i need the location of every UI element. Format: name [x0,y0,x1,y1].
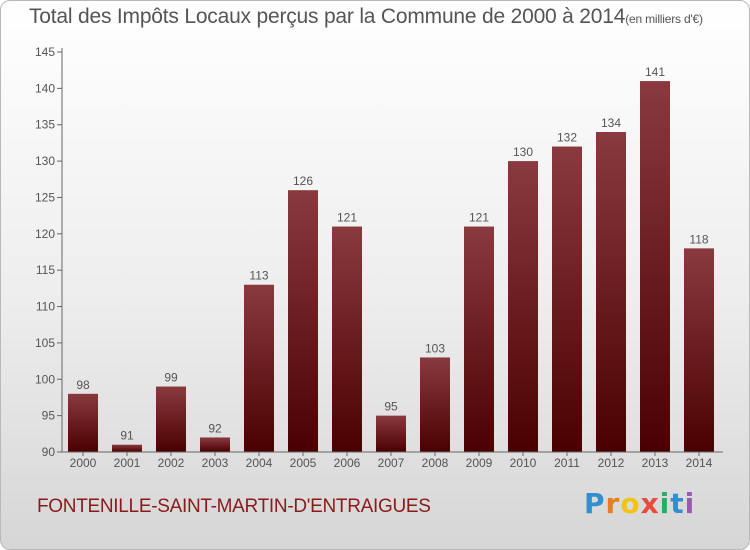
bar [684,248,714,452]
x-axis: 2000 2001 2002 2003 2004 2005 2006 2007 2008 2009… [62,451,723,470]
logo-letter: i [659,487,671,520]
bar [332,226,362,452]
commune-name: FONTENILLE-SAINT-MARTIN-D'ENTRAIGUES [37,496,431,517]
x-tick-label: 2013 [642,456,669,470]
x-tick-label: 2009 [466,456,493,470]
bar [464,226,494,452]
x-tick-label: 2007 [378,456,405,470]
bar [596,132,626,452]
x-tick-label: 2006 [334,456,361,470]
y-tick-label: 115 [36,263,55,277]
bar [68,393,98,452]
bar-value-label: 91 [120,429,134,443]
x-tick-label: 2014 [686,456,713,470]
bar [376,415,406,452]
chart-title-unit: (en milliers d'€) [625,12,703,26]
x-tick-label: 2001 [114,456,141,470]
bar [156,386,186,452]
y-tick-label: 90 [42,445,56,459]
bar-value-label: 121 [469,211,489,225]
y-axis: 90 95 100 105 110 115 120 125 130 135 140 145 [35,45,63,459]
bar [508,161,538,452]
x-tick-label: 2002 [158,456,185,470]
proxiti-logo: Proxiti [584,487,695,520]
x-tick-label: 2010 [510,456,537,470]
chart-title: Total des Impôts Locaux perçus par la Co… [1,5,749,29]
x-tick-label: 2012 [598,456,625,470]
x-tick-label: 2008 [422,456,449,470]
bar [288,190,318,452]
bar-value-label: 141 [645,65,665,79]
logo-letter: r [605,487,621,520]
y-tick-label: 145 [35,45,55,59]
bars-group: 98 91 99 92 113 126 121 95 103 121 130 132 134 141 118 [68,65,714,452]
x-tick-label: 2003 [202,456,229,470]
y-tick-label: 100 [35,372,55,386]
bar-value-label: 113 [249,269,268,283]
y-tick-label: 135 [35,118,55,132]
logo-letter: i [684,487,696,520]
x-tick-label: 2011 [554,456,580,470]
bar-value-label: 132 [557,131,577,145]
y-tick-label: 140 [35,81,55,95]
y-tick-label: 120 [35,227,55,241]
bar-value-label: 126 [293,174,313,188]
y-tick-label: 110 [36,300,55,314]
bar [552,146,582,452]
bar-value-label: 103 [425,341,445,355]
logo-letter: o [620,487,641,520]
x-tick-label: 2004 [246,456,273,470]
bar-value-label: 99 [164,371,178,385]
y-tick-label: 95 [42,409,56,423]
bar [420,357,450,452]
logo-letter: t [670,487,685,520]
bar [112,444,142,452]
bar-value-label: 92 [208,421,222,435]
bar-value-label: 134 [601,116,621,130]
bar-value-label: 98 [76,378,90,392]
bar-value-label: 121 [337,211,357,225]
x-tick-label: 2000 [70,456,97,470]
bar-value-label: 118 [689,232,708,246]
bar-value-label: 130 [513,145,533,159]
bar [640,81,670,452]
bar-value-label: 95 [384,400,398,414]
y-tick-label: 125 [35,190,55,204]
logo-letter: P [584,487,606,520]
bar [200,437,230,452]
chart-title-text: Total des Impôts Locaux perçus par la Co… [29,5,626,28]
bar [244,284,274,452]
logo-letter: x [640,487,660,520]
x-tick-label: 2005 [290,456,317,470]
y-tick-label: 105 [35,336,55,350]
y-tick-label: 130 [35,154,55,168]
